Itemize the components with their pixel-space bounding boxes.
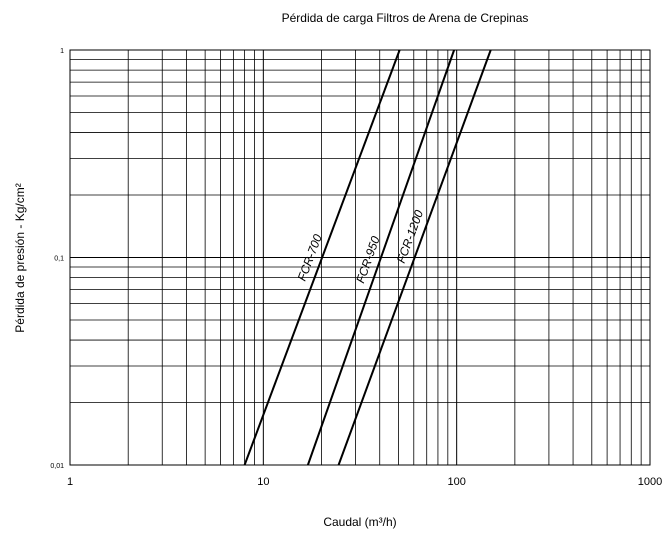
y-tick-label: 0,01 (50, 463, 64, 470)
y-tick-label: 0,1 (54, 256, 64, 263)
plot-frame (69, 49, 651, 466)
chart-title: Pérdida de carga Filtros de Arena de Cre… (282, 11, 529, 25)
series-line-1 (243, 49, 401, 466)
x-tick-label: 100 (447, 476, 465, 488)
x-tick-label: 1000 (638, 476, 662, 488)
y-axis-label: Pérdida de presión - Kg/cm² (13, 183, 27, 332)
x-tick-labels: 1 10 100 1000 (67, 476, 662, 488)
series-lines (243, 49, 492, 466)
y-tick-label: 1 (60, 48, 64, 55)
series-line-2 (306, 49, 456, 466)
y-tick-labels: 0,01 0,1 1 (50, 48, 64, 470)
x-tick-label: 10 (257, 476, 269, 488)
x-tick-label: 1 (67, 476, 73, 488)
series-labels: FCR-700 FCR-950 FCR-1200 (295, 208, 427, 285)
series-line-3 (337, 49, 492, 466)
x-axis-label: Caudal (m³/h) (323, 515, 396, 529)
